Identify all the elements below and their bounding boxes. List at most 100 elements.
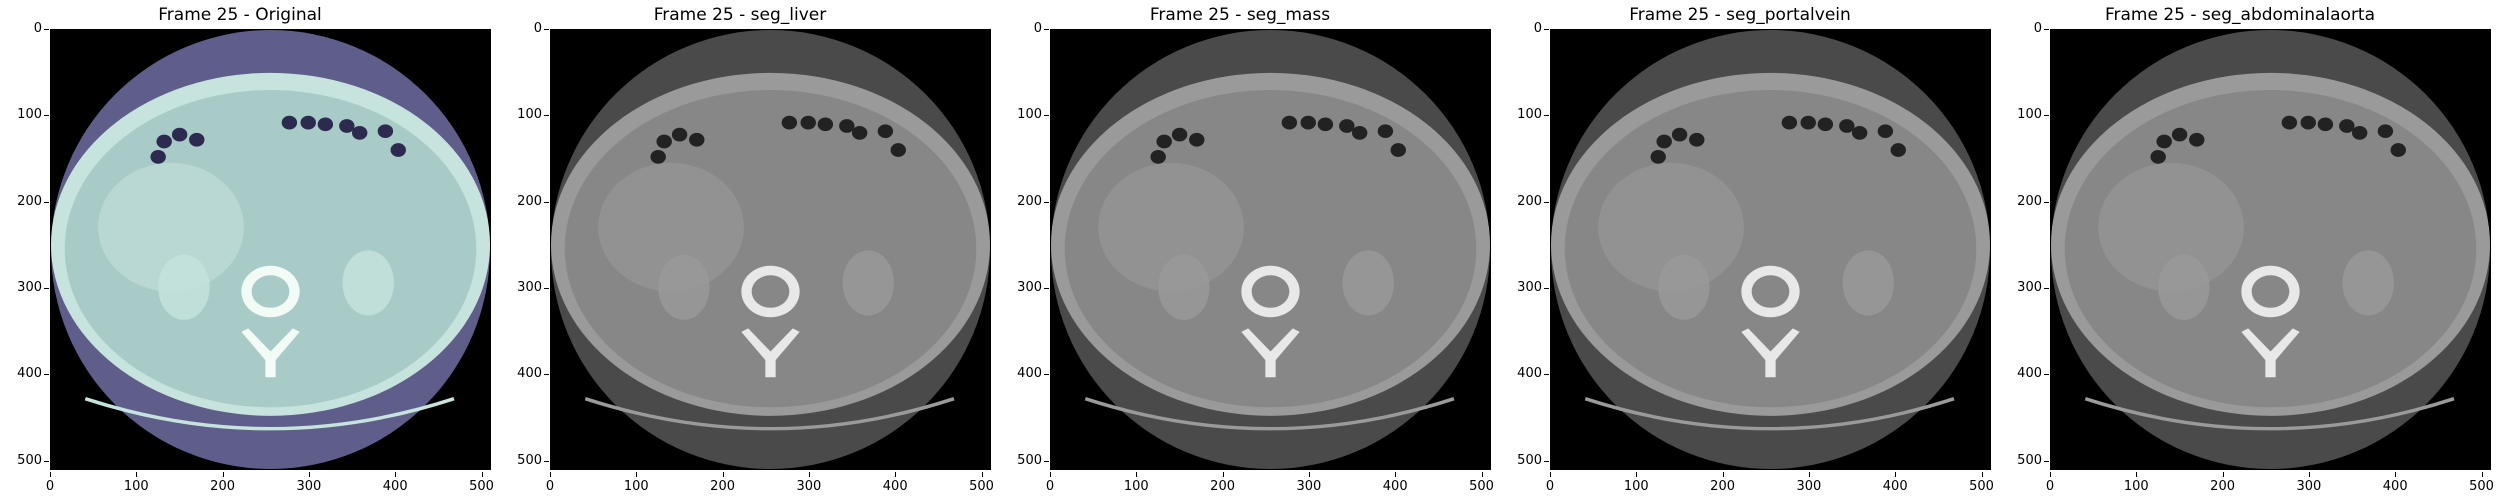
x-tick-label: 100 — [1116, 472, 1156, 494]
x-tick-label: 0 — [1530, 472, 1570, 494]
bowel-gas-6 — [1300, 115, 1316, 130]
liver-region — [2098, 162, 2244, 292]
bowel-gas-6 — [800, 115, 816, 130]
x-tick-label: 200 — [2203, 472, 2243, 494]
bowel-gas-10 — [877, 124, 894, 139]
x-tick-label: 0 — [1030, 472, 1070, 494]
scanner-table — [1084, 397, 1455, 431]
ct-slice-image — [50, 29, 491, 470]
bowel-gas-2 — [1671, 127, 1688, 142]
panel-title: Frame 25 - Original — [158, 5, 322, 25]
y-tick-label: 200 — [1008, 194, 1049, 209]
right-kidney — [842, 250, 894, 316]
bowel-gas-3 — [2189, 132, 2205, 147]
y-tick-label: 500 — [1508, 453, 1549, 468]
bowel-gas-1 — [2156, 134, 2172, 149]
scanner-table — [2084, 397, 2455, 431]
y-tick-label: 400 — [508, 367, 549, 381]
y-tick-label: 200 — [1508, 194, 1549, 209]
liver-region — [98, 162, 244, 292]
y-tick-label: 0 — [2008, 22, 2049, 36]
panel-title: Frame 25 - seg_abdominalaorta — [2104, 5, 2376, 25]
y-tick-label: 400 — [1508, 367, 1549, 381]
bowel-gas-8 — [2339, 119, 2355, 133]
y-tick-label: 100 — [1508, 108, 1549, 122]
x-tick-label: 300 — [1789, 472, 1829, 494]
y-tick-label: 400 — [2008, 367, 2049, 381]
bowel-gas-4 — [1150, 150, 1166, 164]
scanner-table — [584, 397, 955, 431]
left-kidney — [158, 254, 210, 320]
ct-scan-graphic — [1551, 30, 1990, 469]
spinous-process — [1241, 328, 1300, 378]
x-tick-label: 200 — [1203, 472, 1243, 494]
x-tick-label: 400 — [375, 472, 415, 494]
y-tick-label: 200 — [2008, 194, 2049, 209]
bowel-gas-8 — [839, 119, 855, 133]
x-tick-label: 500 — [962, 472, 1002, 494]
left-kidney — [1658, 254, 1710, 320]
y-tick-label: 100 — [1008, 108, 1049, 122]
vertebra-core — [251, 275, 290, 308]
liver-region — [1598, 162, 1744, 292]
y-tick-label: 300 — [8, 280, 49, 295]
bowel-gas-2 — [671, 127, 688, 142]
spinous-process — [2241, 328, 2300, 378]
y-tick-label: 500 — [508, 453, 549, 468]
liver-region — [598, 162, 744, 292]
bowel-gas-11 — [390, 143, 406, 157]
panel-title: Frame 25 - seg_mass — [1149, 5, 1331, 25]
y-tick-label: 300 — [508, 280, 549, 295]
x-tick-label: 500 — [1462, 472, 1502, 494]
bowel-gas-1 — [1656, 134, 1672, 149]
ct-scan-graphic — [551, 30, 990, 469]
bowel-gas-3 — [1189, 132, 1205, 147]
x-tick-label: 200 — [203, 472, 243, 494]
bowel-gas-7 — [817, 117, 834, 132]
left-kidney — [2158, 254, 2210, 320]
ct-slice-image — [550, 29, 991, 470]
image-panel-1: Frame 25 - Original 0 100 200 300 400 500 0 100 2… — [0, 0, 494, 500]
y-tick-label: 100 — [8, 108, 49, 122]
x-tick-label: 400 — [2375, 472, 2415, 494]
x-tick-label: 0 — [30, 472, 70, 494]
spinous-process — [241, 328, 300, 378]
bowel-gas-4 — [650, 150, 666, 164]
x-tick-label: 100 — [2116, 472, 2156, 494]
bowel-gas-3 — [689, 132, 705, 147]
bowel-gas-11 — [2390, 143, 2406, 157]
y-tick-label: 500 — [2008, 453, 2049, 468]
scanner-table — [1584, 397, 1955, 431]
bowel-gas-9 — [1351, 126, 1368, 140]
bowel-gas-9 — [351, 126, 368, 140]
bowel-gas-4 — [1650, 150, 1666, 164]
right-kidney — [1842, 250, 1894, 316]
x-tick-label: 500 — [1962, 472, 2002, 494]
bowel-gas-7 — [2317, 117, 2334, 132]
bowel-gas-1 — [656, 134, 672, 149]
y-tick-label: 400 — [1008, 367, 1049, 381]
x-tick-label: 500 — [462, 472, 502, 494]
ct-slice-image — [1050, 29, 1491, 470]
bowel-gas-5 — [1781, 115, 1798, 130]
vertebra-core — [2251, 275, 2290, 308]
bowel-gas-11 — [890, 143, 906, 157]
bowel-gas-5 — [2281, 115, 2298, 130]
y-tick-label: 300 — [1508, 280, 1549, 295]
bowel-gas-6 — [300, 115, 316, 130]
x-tick-label: 0 — [530, 472, 570, 494]
vertebra-core — [1751, 275, 1790, 308]
right-kidney — [2342, 250, 2394, 316]
vertebra-core — [1251, 275, 1290, 308]
bowel-gas-6 — [1800, 115, 1816, 130]
ct-scan-graphic — [1051, 30, 1490, 469]
bowel-gas-9 — [2351, 126, 2368, 140]
ct-scan-graphic — [51, 30, 490, 469]
bowel-gas-5 — [1281, 115, 1298, 130]
bowel-gas-2 — [1171, 127, 1188, 142]
bowel-gas-11 — [1890, 143, 1906, 157]
bowel-gas-4 — [2150, 150, 2166, 164]
scanner-table — [84, 397, 455, 431]
x-tick-label: 100 — [116, 472, 156, 494]
bowel-gas-3 — [189, 132, 205, 147]
